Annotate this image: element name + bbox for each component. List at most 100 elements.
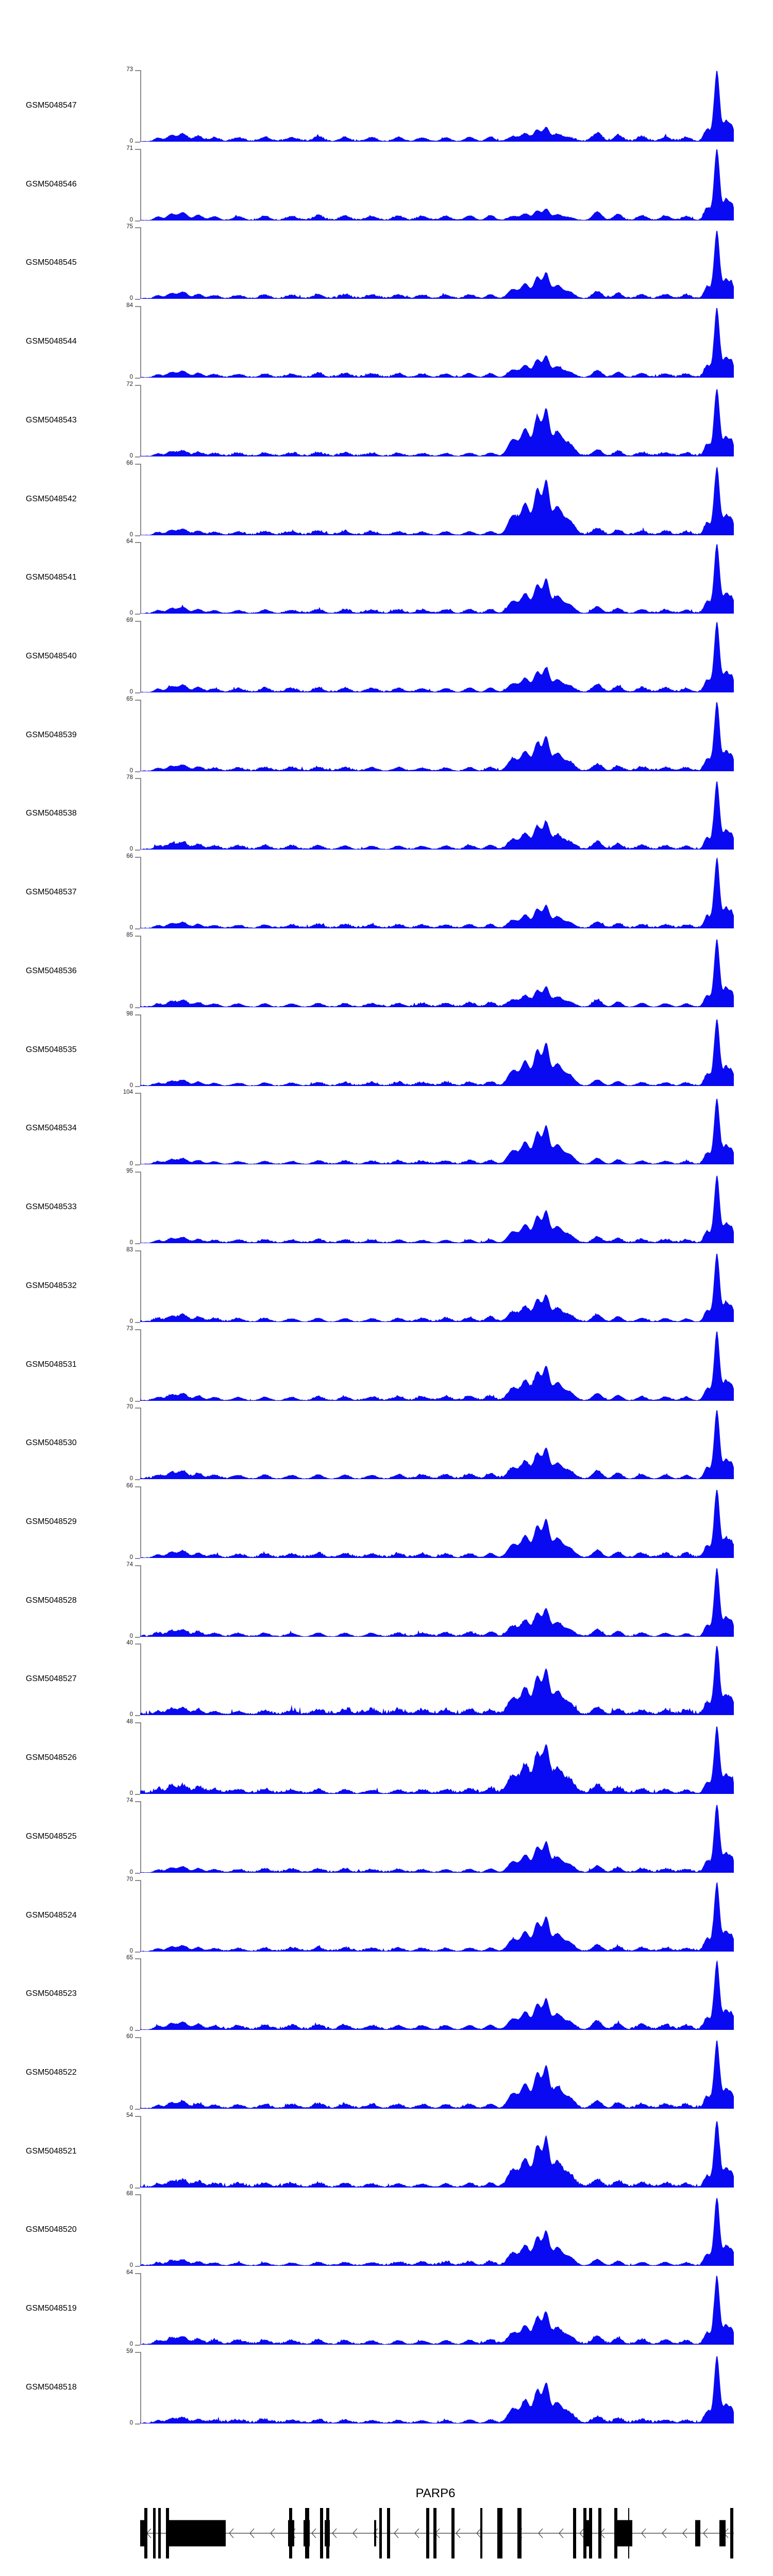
- track-sample-label: GSM5048545: [26, 258, 77, 267]
- track-sample-label: GSM5048524: [26, 1910, 77, 1920]
- coverage-signal-path: [140, 308, 734, 378]
- track-y-axis-tick: [135, 306, 140, 307]
- gene-exon-tall: [387, 2508, 390, 2558]
- track-y-axis-line: [140, 1565, 141, 1637]
- track-sample-label: GSM5048530: [26, 1438, 77, 1447]
- track-sample-label: GSM5048547: [26, 100, 77, 110]
- gene-exon-tall: [497, 2508, 502, 2558]
- track-y-axis-tick: [135, 1952, 140, 1953]
- track-ymax-value: 65: [126, 696, 133, 702]
- track-ymax-value: 104: [123, 1089, 133, 1095]
- coverage-signal-area: [140, 1019, 734, 1086]
- track-sample-label: GSM5048543: [26, 415, 77, 425]
- track-y-axis-tick: [135, 2194, 140, 2195]
- strand-arrow-left-icon: [456, 2528, 461, 2538]
- track-sample-label: GSM5048529: [26, 1517, 77, 1526]
- track-ybaseline-value: 0: [129, 1476, 133, 1482]
- coverage-signal-area: [140, 1175, 734, 1243]
- track-y-axis-tick: [135, 692, 140, 693]
- coverage-signal-area: [140, 2275, 734, 2345]
- track-y-axis-line: [140, 2273, 141, 2345]
- track-y-axis-tick: [135, 2266, 140, 2267]
- strand-arrow-left-icon: [641, 2528, 646, 2538]
- track-y-axis-tick: [135, 2188, 140, 2189]
- track-y-axis-tick: [135, 2116, 140, 2117]
- track-y-axis-tick: [135, 2037, 140, 2038]
- coverage-signal-area: [140, 1098, 734, 1164]
- track-y-axis-tick: [135, 2352, 140, 2353]
- coverage-signal-area: [140, 621, 734, 692]
- track-ybaseline-value: 0: [129, 295, 133, 301]
- strand-arrow-left-icon: [332, 2528, 337, 2538]
- track-y-axis-tick: [135, 1873, 140, 1874]
- coverage-signal-path: [140, 388, 734, 456]
- track-ymax-value: 64: [126, 538, 133, 545]
- track-y-axis-line: [140, 2116, 141, 2188]
- track-y-axis-line: [140, 149, 141, 221]
- coverage-signal-path: [140, 1331, 734, 1401]
- coverage-signal-area: [140, 2121, 734, 2188]
- track-y-axis-line: [140, 1329, 141, 1401]
- track-y-axis-line: [140, 1643, 141, 1715]
- coverage-signal-path: [140, 467, 734, 535]
- track-y-axis-tick: [135, 1722, 140, 1723]
- track-y-axis-tick: [135, 1479, 140, 1480]
- track-y-axis-tick: [135, 1243, 140, 1244]
- track-y-axis-tick: [135, 1172, 140, 1173]
- coverage-signal-area: [140, 1726, 734, 1794]
- gene-model-track: [140, 2508, 734, 2558]
- coverage-signal-area: [140, 1568, 734, 1637]
- coverage-signal-area: [140, 857, 734, 928]
- track-y-axis-tick: [135, 1093, 140, 1094]
- track-y-axis-tick: [135, 1715, 140, 1716]
- coverage-signal-path: [140, 702, 734, 771]
- track-y-axis-line: [140, 857, 141, 928]
- track-ybaseline-value: 0: [129, 374, 133, 380]
- coverage-signal-area: [140, 702, 734, 771]
- track-ymax-value: 84: [126, 302, 133, 309]
- track-ymax-value: 74: [126, 1562, 133, 1568]
- track-ybaseline-value: 0: [129, 2026, 133, 2032]
- track-sample-label: GSM5048538: [26, 808, 77, 818]
- track-ymax-value: 64: [126, 2269, 133, 2276]
- track-ymax-value: 78: [126, 774, 133, 781]
- track-ybaseline-value: 0: [129, 2105, 133, 2111]
- coverage-signal-area: [140, 1489, 734, 1558]
- track-y-axis-tick: [135, 1794, 140, 1795]
- track-sample-label: GSM5048520: [26, 2225, 77, 2234]
- track-sample-label: GSM5048532: [26, 1281, 77, 1290]
- track-y-axis-line: [140, 1801, 141, 1873]
- track-y-axis-line: [140, 1014, 141, 1086]
- track-y-axis-tick: [135, 1486, 140, 1487]
- coverage-signal-path: [140, 2040, 734, 2109]
- track-ymax-value: 75: [126, 224, 133, 230]
- track-y-axis-tick: [135, 936, 140, 937]
- track-y-axis-tick: [135, 771, 140, 772]
- track-y-axis-tick: [135, 378, 140, 379]
- gene-exon-tall: [326, 2508, 329, 2558]
- strand-arrow-left-icon: [579, 2528, 584, 2538]
- strand-arrow-left-icon: [414, 2528, 419, 2538]
- gene-exon-tall: [158, 2508, 161, 2558]
- track-ymax-value: 95: [126, 1168, 133, 1174]
- track-y-axis-tick: [135, 1801, 140, 1802]
- track-ymax-value: 40: [126, 1640, 133, 1646]
- coverage-signal-path: [140, 781, 734, 850]
- gene-exon-tall: [379, 2508, 382, 2558]
- coverage-signal-path: [140, 2355, 734, 2424]
- track-ymax-value: 98: [126, 1011, 133, 1017]
- track-sample-label: GSM5048541: [26, 572, 77, 582]
- gene-exon-tall: [517, 2508, 522, 2558]
- track-y-axis-tick: [135, 1565, 140, 1566]
- track-ybaseline-value: 0: [129, 217, 133, 223]
- track-ymax-value: 83: [126, 1247, 133, 1253]
- track-ymax-value: 85: [126, 932, 133, 938]
- track-sample-label: GSM5048534: [26, 1123, 77, 1132]
- gene-exon-tall: [289, 2508, 292, 2558]
- coverage-signal-area: [140, 544, 734, 614]
- track-ybaseline-value: 0: [129, 1711, 133, 1718]
- coverage-signal-area: [140, 149, 734, 221]
- strand-arrow-left-icon: [229, 2528, 234, 2538]
- track-y-axis-tick: [135, 614, 140, 615]
